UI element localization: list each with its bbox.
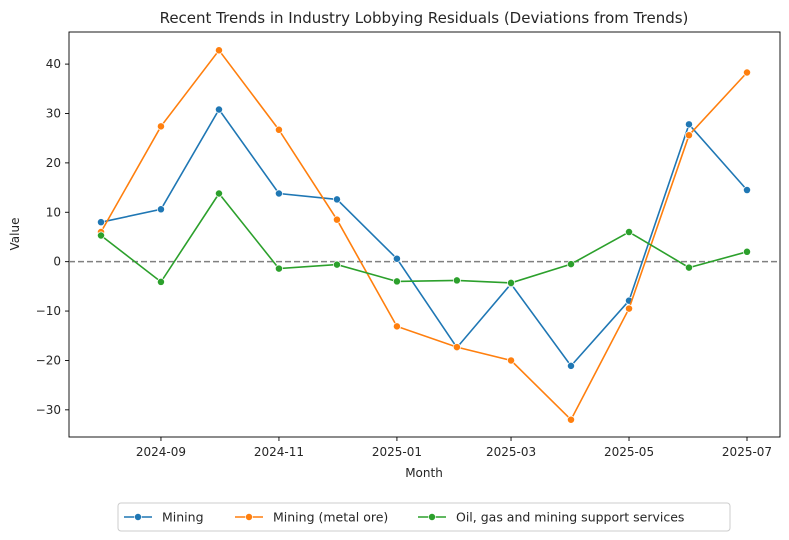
y-axis-label: Value bbox=[8, 218, 22, 251]
data-point bbox=[685, 120, 693, 129]
legend: Mining Mining (metal ore) Oil, gas and min… bbox=[117, 502, 731, 532]
data-point bbox=[452, 276, 461, 285]
y-tick-label: −20 bbox=[36, 353, 61, 367]
x-tick-label: 2025-05 bbox=[604, 445, 654, 459]
data-point bbox=[625, 228, 633, 236]
legend-label: Oil, gas and mining support services bbox=[456, 510, 684, 525]
data-point bbox=[333, 260, 341, 269]
data-point bbox=[392, 277, 401, 286]
data-point bbox=[333, 215, 341, 224]
series-2 bbox=[97, 46, 751, 424]
data-point bbox=[743, 186, 751, 194]
data-point bbox=[274, 125, 283, 134]
legend-marker bbox=[245, 513, 253, 521]
data-point bbox=[274, 189, 283, 198]
legend-marker bbox=[134, 513, 142, 521]
x-axis: 2024-09 2024-11 2025-01 2025-03 2025-05 2025-… bbox=[136, 437, 772, 459]
y-tick-label: 20 bbox=[46, 156, 61, 170]
data-point bbox=[743, 247, 751, 256]
data-point bbox=[685, 263, 693, 272]
data-point bbox=[215, 189, 223, 198]
y-tick-label: 30 bbox=[46, 106, 61, 120]
x-tick-label: 2025-01 bbox=[372, 445, 422, 459]
data-point bbox=[157, 122, 165, 131]
y-tick-label: −10 bbox=[36, 304, 61, 318]
plot-area bbox=[68, 31, 781, 438]
series-line bbox=[100, 192, 748, 284]
data-point bbox=[157, 277, 165, 286]
data-point bbox=[567, 361, 575, 370]
series-3 bbox=[97, 189, 751, 287]
data-point bbox=[507, 278, 515, 287]
legend-label: Mining (metal ore) bbox=[273, 510, 388, 525]
data-point bbox=[567, 260, 575, 269]
data-point bbox=[567, 415, 575, 424]
data-point bbox=[215, 46, 223, 55]
legend-marker bbox=[428, 513, 436, 521]
legend-label: Mining bbox=[162, 510, 204, 525]
x-axis-label: Month bbox=[405, 466, 443, 480]
data-point bbox=[685, 131, 693, 140]
data-point bbox=[392, 254, 401, 263]
chart-title: Recent Trends in Industry Lobbying Resid… bbox=[160, 9, 689, 27]
y-tick-label: −30 bbox=[36, 403, 61, 417]
y-tick-label: 0 bbox=[53, 255, 61, 269]
data-point bbox=[625, 304, 633, 313]
data-point bbox=[333, 195, 341, 204]
x-tick-label: 2024-11 bbox=[254, 445, 304, 459]
series-line bbox=[100, 48, 748, 422]
data-point bbox=[157, 205, 165, 214]
x-tick-label: 2024-09 bbox=[136, 445, 186, 459]
y-axis: −30 −20 −10 0 10 20 30 40 bbox=[36, 57, 69, 417]
series-line bbox=[100, 108, 748, 368]
y-tick-label: 10 bbox=[46, 205, 61, 219]
x-tick-label: 2025-07 bbox=[722, 445, 772, 459]
data-point bbox=[452, 343, 461, 352]
data-point bbox=[97, 218, 105, 227]
series-layer bbox=[97, 46, 751, 424]
data-point bbox=[274, 264, 283, 273]
data-point bbox=[97, 231, 105, 240]
data-point bbox=[215, 105, 223, 114]
x-tick-label: 2025-03 bbox=[486, 445, 536, 459]
data-point bbox=[507, 356, 515, 365]
y-tick-label: 40 bbox=[46, 57, 61, 71]
data-point bbox=[392, 322, 401, 331]
data-point bbox=[743, 68, 751, 77]
